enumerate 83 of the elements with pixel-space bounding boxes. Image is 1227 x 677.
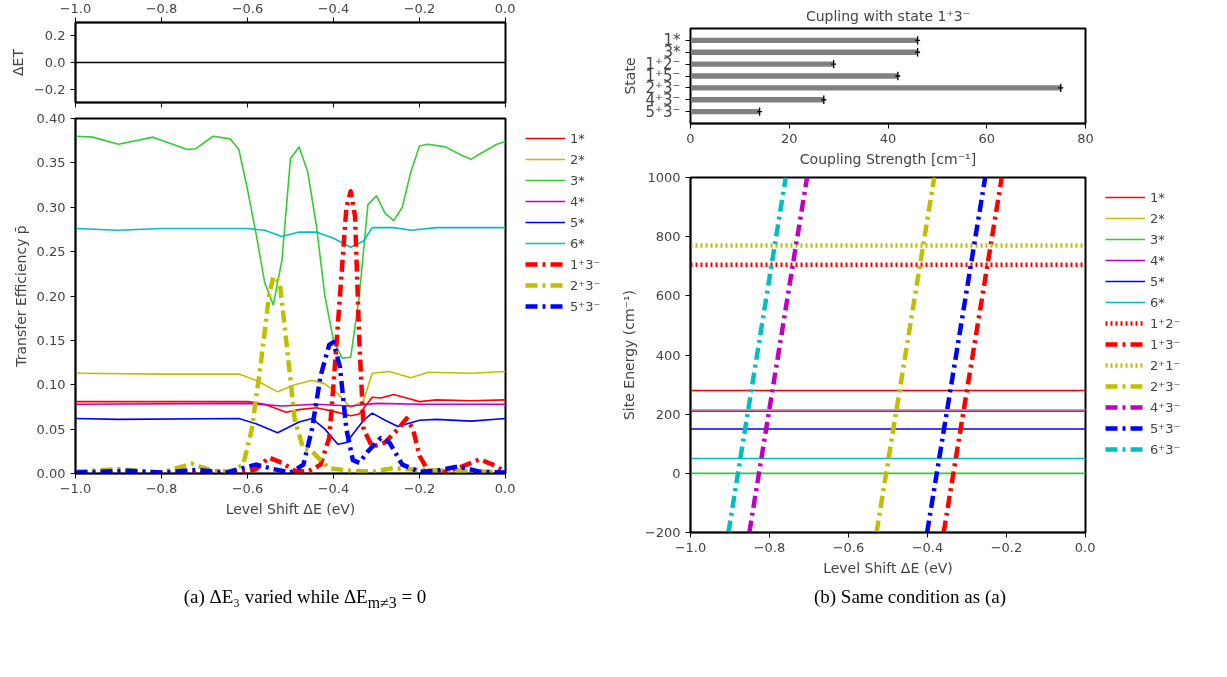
chart-title: Cupling with state 1⁺3⁻: [805, 7, 971, 24]
x-tick-label: −0.2: [403, 0, 436, 16]
x-tick-label: 0.0: [1074, 539, 1096, 555]
y-tick-label: 200: [655, 406, 681, 422]
y-tick-label: 0.0: [44, 55, 66, 70]
y-axis-title: Site Energy (cm⁻¹): [620, 289, 637, 421]
x-tick-label: 0.0: [494, 0, 516, 16]
y-tick-label: 0.05: [36, 421, 66, 437]
legend-label: 4⁺3⁻: [1150, 399, 1181, 415]
legend-label: 2⁺3⁻: [1150, 378, 1181, 394]
y-tick-label: 600: [655, 288, 681, 304]
legend-label: 2⁺1⁻: [1150, 357, 1181, 373]
x-axis-title: Level Shift ΔE (eV): [225, 500, 356, 517]
x-tick-label: −0.8: [753, 539, 786, 555]
y-tick-label: 0.40: [36, 111, 66, 126]
y-tick-label: 0.35: [36, 155, 66, 171]
x-axis-title: Level Shift ΔE (eV): [823, 559, 953, 576]
y-tick-label: 0.2: [44, 28, 66, 44]
x-tick-label: −0.8: [145, 480, 178, 496]
legend-label: 4*: [570, 193, 586, 209]
x-tick-label: −1.0: [59, 480, 92, 496]
legend-label: 1⁺3⁻: [570, 256, 601, 272]
line-series: [75, 226, 506, 248]
x-tick-label: 60: [978, 130, 996, 146]
bar: [690, 49, 918, 55]
x-tick-label: 0.0: [494, 480, 516, 496]
legend-label: 2*: [570, 151, 586, 167]
legend-label: 1⁺2⁻: [1150, 315, 1181, 331]
y-axis-title: State: [621, 57, 638, 95]
x-tick-label: −1.0: [674, 539, 707, 555]
x-tick-label: −0.2: [403, 480, 436, 496]
x-tick-label: −1.0: [59, 0, 92, 16]
x-tick-label: −0.8: [145, 0, 178, 16]
legend-label: 1*: [1150, 189, 1166, 205]
y-tick-label: 0.20: [36, 288, 66, 304]
text: (b) Same condition as (a): [813, 585, 1007, 609]
bar: [690, 61, 834, 67]
y-tick-label: 0.00: [36, 466, 66, 481]
legend-label: 6*: [570, 235, 586, 251]
bar: [690, 85, 1061, 91]
x-tick-label: −0.4: [317, 0, 350, 16]
y-tick-label: 1000: [647, 170, 681, 185]
y-tick-label: 0: [672, 465, 681, 481]
x-tick-label: −0.4: [317, 480, 350, 496]
legend-label: 5⁺3⁻: [570, 298, 601, 314]
x-tick-label: 40: [879, 130, 897, 146]
legend-label: 3*: [1150, 231, 1166, 247]
y-tick-label: −200: [644, 525, 681, 540]
legend-label: 6*: [1150, 294, 1166, 310]
legend-label: 2*: [1150, 210, 1166, 226]
y-tick-label: 800: [655, 229, 681, 245]
legend-label: 1*: [570, 130, 586, 146]
y-tick-label: 0.30: [36, 199, 66, 215]
y-axis-title: ΔET: [9, 48, 26, 76]
legend-label: 6⁺3⁻: [1150, 441, 1181, 457]
x-tick-label: 0: [686, 130, 695, 146]
y-axis-title: Transfer Efficiency p̄: [12, 225, 29, 368]
legend-label: 4*: [1150, 252, 1166, 268]
x-tick-label: −0.4: [911, 539, 944, 555]
legend-label: 1⁺3⁻: [1150, 336, 1181, 352]
x-tick-label: 80: [1077, 130, 1094, 146]
y-tick-label: 0.25: [36, 244, 66, 260]
x-tick-label: 20: [780, 130, 798, 146]
bar: [690, 73, 898, 79]
x-axis-title: Coupling Strength [cm⁻¹]: [799, 150, 977, 167]
legend-label: 5⁺3⁻: [1150, 420, 1181, 436]
x-tick-label: −0.2: [990, 539, 1023, 555]
legend-label: 5*: [1150, 273, 1166, 289]
y-tick-label: −0.2: [33, 81, 66, 97]
text: (a) ΔE₃ varied while ΔE$_{m≠3}$ = 0: [183, 585, 427, 613]
bar: [690, 108, 760, 115]
y-tick-label: 0.10: [36, 377, 66, 393]
legend-label: 3*: [570, 172, 586, 188]
x-tick-label: −0.6: [231, 480, 264, 496]
y-tick-label: 400: [655, 347, 681, 363]
legend-label: 2⁺3⁻: [570, 277, 601, 293]
x-tick-label: −0.6: [231, 0, 264, 16]
legend-label: 5*: [570, 214, 586, 230]
y-tick-label: 0.15: [36, 332, 66, 348]
bar: [690, 97, 824, 103]
x-tick-label: −0.6: [832, 539, 865, 555]
line-series: [75, 135, 506, 359]
bar: [690, 37, 918, 44]
